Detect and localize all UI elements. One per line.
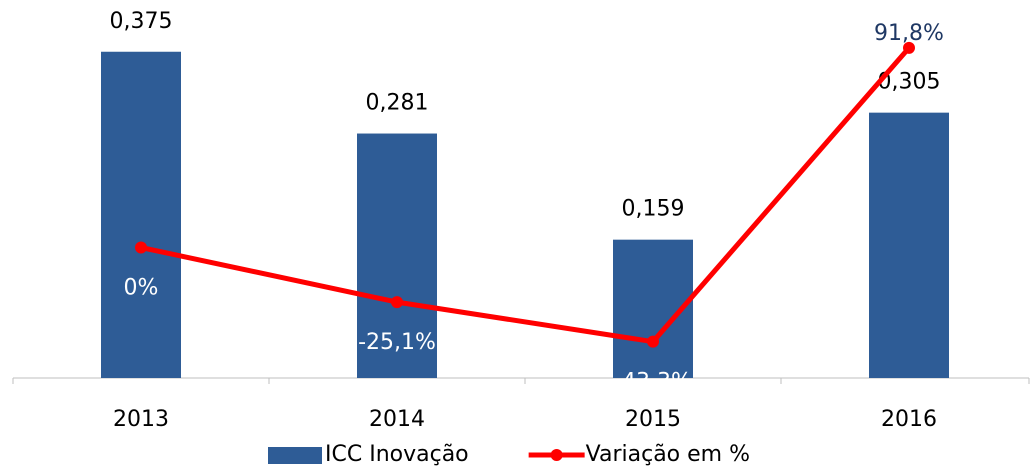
data-label: 91,8% [874, 21, 944, 46]
data-label: 0,159 [622, 197, 685, 222]
data-label: 0,281 [366, 91, 429, 116]
x-tick-label: 2015 [625, 407, 681, 432]
data-label: -43,3% [614, 370, 692, 395]
legend-label: ICC Inovação [325, 442, 469, 467]
bar [357, 133, 437, 378]
line-point [391, 296, 403, 309]
data-label: 0,375 [110, 9, 173, 34]
line-point [647, 335, 659, 348]
x-tick-label: 2016 [881, 407, 937, 432]
data-label: -25,1% [358, 330, 436, 355]
legend-swatch [268, 447, 322, 464]
line-point [903, 41, 915, 54]
bar [869, 112, 949, 379]
line [140, 46, 911, 345]
line-point [135, 241, 147, 254]
x-tick-label: 2013 [113, 407, 169, 432]
x-tick-label: 2014 [369, 407, 425, 432]
legend-label: Variação em % [586, 442, 750, 467]
data-label: 0% [124, 276, 159, 301]
bar [101, 51, 181, 378]
legend-swatch [550, 449, 563, 461]
